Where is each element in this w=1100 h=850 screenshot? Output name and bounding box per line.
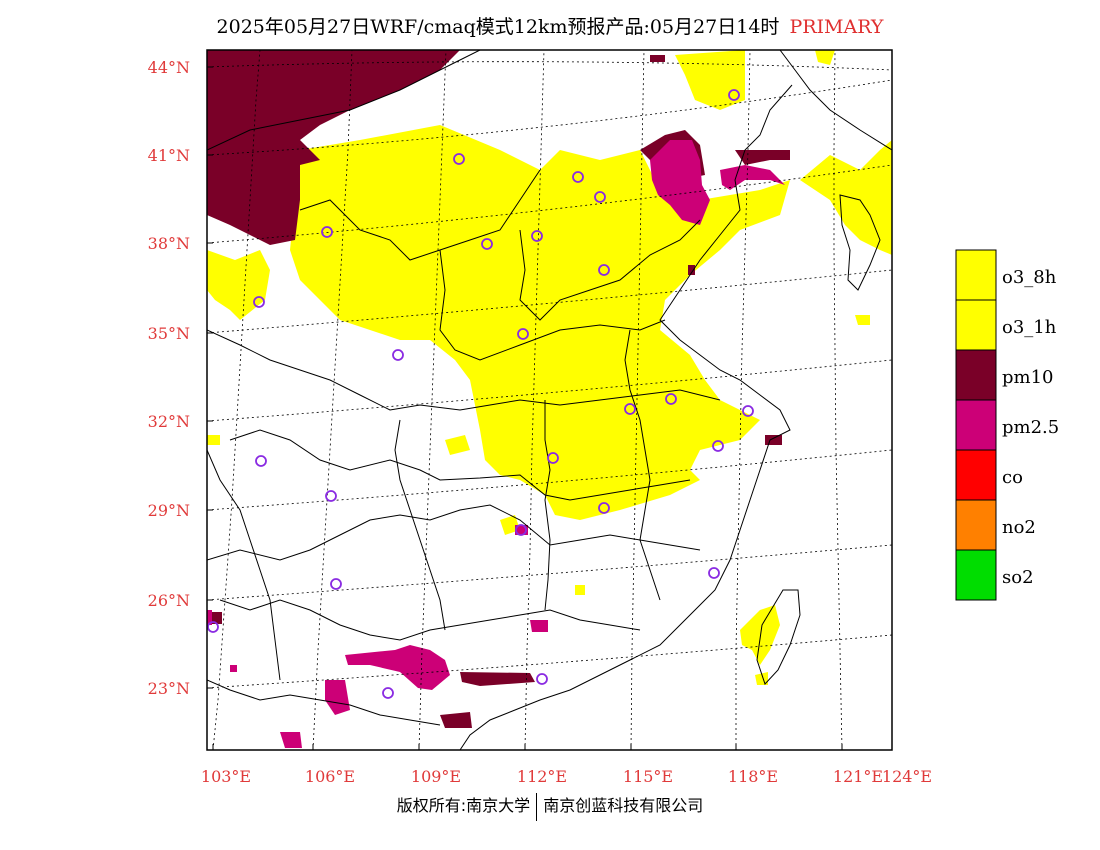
station-marker — [255, 455, 267, 467]
legend-swatch-pm10 — [955, 349, 997, 401]
copyright-right: 南京创蓝科技有限公司 — [543, 796, 704, 815]
province-11 — [207, 679, 441, 726]
legend-swatch-o3-1h — [955, 299, 997, 351]
station-marker — [598, 502, 610, 514]
copyright-footer: 版权所有:南京大学 南京创蓝科技有限公司 — [0, 792, 1100, 821]
province-9 — [544, 400, 551, 611]
station-marker — [547, 452, 559, 464]
province-4 — [207, 329, 721, 411]
map-title: 2025年05月27日WRF/cmaq模式12km预报产品:05月27日14时 P… — [0, 12, 1100, 39]
lat-label: 26°N — [148, 591, 190, 610]
lon-label: 121°E — [833, 767, 883, 786]
station-marker — [742, 405, 754, 417]
korea-outline — [839, 194, 881, 291]
station-marker — [708, 567, 720, 579]
legend-label-o3-1h: o3_1h — [1002, 317, 1057, 338]
station-marker — [598, 264, 610, 276]
map-frame — [206, 49, 893, 751]
station-marker — [594, 191, 606, 203]
station-marker — [665, 393, 677, 405]
lat-label: 41°N — [148, 146, 190, 165]
station-marker — [392, 349, 404, 361]
pollution-fields — [207, 50, 892, 748]
station-marker — [515, 524, 527, 536]
legend-label-o3-8h: o3_8h — [1002, 267, 1057, 288]
legend-label-pm25: pm2.5 — [1002, 417, 1059, 438]
legend-label-no2: no2 — [1002, 517, 1036, 538]
lon-label: 106°E — [305, 767, 355, 786]
station-marker — [531, 230, 543, 242]
station-marker — [572, 171, 584, 183]
legend-swatch-pm25 — [955, 399, 997, 451]
title-main: 2025年05月27日WRF/cmaq模式12km预报产品:05月27日14时 — [216, 16, 780, 38]
station-marker — [517, 328, 529, 340]
station-marker — [536, 673, 548, 685]
station-marker — [207, 621, 219, 633]
lon-label: 109°E — [411, 767, 461, 786]
legend-swatch-o3-8h — [955, 249, 997, 301]
border-ne — [779, 50, 892, 151]
lat-label: 29°N — [148, 501, 190, 520]
legend: o3_8h o3_1h pm10 pm2.5 co no2 so2 — [955, 249, 1059, 601]
station-markers — [207, 89, 754, 699]
title-tag: PRIMARY — [789, 16, 884, 38]
legend-swatch-so2 — [955, 549, 997, 601]
boundaries — [207, 50, 892, 750]
lat-label: 32°N — [148, 412, 190, 431]
lat-label: 23°N — [148, 679, 190, 698]
latitude-labels: 44°N 41°N 38°N 35°N 32°N 29°N 26°N 23°N — [148, 58, 190, 698]
province-7 — [219, 599, 641, 641]
footer-divider — [536, 792, 538, 821]
province-8 — [394, 419, 446, 631]
province-3 — [519, 219, 701, 321]
lat-label: 38°N — [148, 234, 190, 253]
legend-swatch-co — [955, 449, 997, 501]
legend-label-co: co — [1002, 467, 1023, 488]
station-marker — [321, 226, 333, 238]
station-marker — [453, 153, 465, 165]
lon-label: 115°E — [623, 767, 673, 786]
legend-swatch-no2 — [955, 499, 997, 551]
coastline — [459, 84, 793, 750]
province-2 — [439, 249, 666, 361]
lon-label: 112°E — [517, 767, 567, 786]
station-marker — [624, 403, 636, 415]
province-6 — [207, 504, 701, 561]
taiwan-outline — [756, 589, 801, 685]
province-5 — [229, 429, 691, 501]
lon-label: 124°E — [882, 767, 932, 786]
station-marker — [712, 440, 724, 452]
legend-label-pm10: pm10 — [1002, 367, 1054, 388]
o3-area — [207, 50, 892, 685]
lon-label: 118°E — [728, 767, 778, 786]
province-1 — [299, 169, 541, 261]
graticule — [207, 50, 892, 750]
station-marker — [330, 578, 342, 590]
pm25-area — [207, 140, 785, 748]
lat-label: 44°N — [148, 58, 190, 77]
legend-label-so2: so2 — [1002, 567, 1034, 588]
station-marker — [481, 238, 493, 250]
copyright-left: 版权所有:南京大学 — [396, 796, 531, 815]
lon-label: 103°E — [201, 767, 251, 786]
border-north — [207, 50, 481, 151]
axis-ticks — [207, 66, 893, 750]
station-marker — [325, 490, 337, 502]
province-10 — [624, 329, 661, 601]
station-marker — [382, 687, 394, 699]
station-marker — [728, 89, 740, 101]
station-marker — [253, 296, 265, 308]
lat-label: 35°N — [148, 324, 190, 343]
longitude-labels: 103°E 106°E 109°E 112°E 115°E 118°E 121°… — [201, 767, 932, 786]
province-12 — [207, 449, 281, 681]
